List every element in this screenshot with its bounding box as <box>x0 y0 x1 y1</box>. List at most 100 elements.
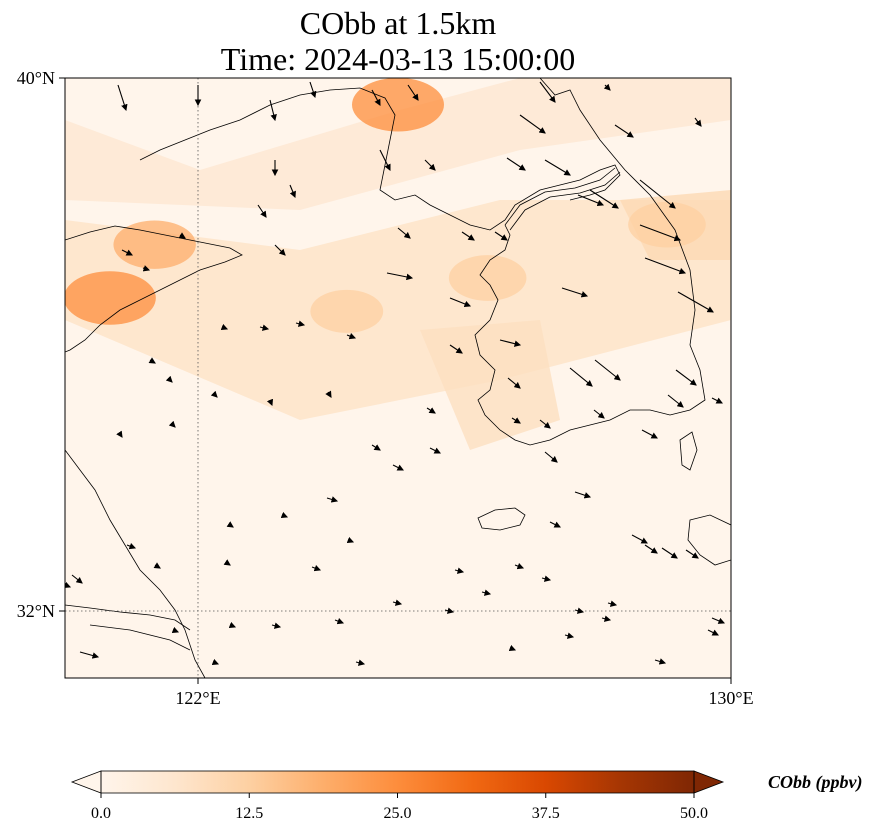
coastlines <box>65 78 731 678</box>
plume-band <box>65 200 731 420</box>
wind-arrow <box>711 397 723 404</box>
plume-band-north <box>65 78 731 210</box>
colorbar-extend-min <box>70 770 102 794</box>
wind-arrow <box>371 89 381 106</box>
wind-arrow <box>631 534 648 544</box>
wind-arrow <box>549 521 561 528</box>
wind-arrow <box>508 644 517 652</box>
wind-arrow <box>220 323 229 331</box>
colorbar-tick-label: 37.5 <box>532 805 560 822</box>
wind-arrow <box>561 287 589 298</box>
wind-arrow <box>707 629 719 636</box>
wind-arrow <box>677 291 714 313</box>
wind-arrow <box>589 189 619 209</box>
wind-arrow <box>326 496 339 503</box>
wind-arrow <box>639 179 676 209</box>
wind-arrow <box>519 114 546 134</box>
wind-arrow <box>311 564 322 572</box>
hotspot-1 <box>65 271 156 325</box>
wind-arrow <box>639 224 682 242</box>
xtick-label-122E: 122°E <box>175 688 220 708</box>
wind-arrow <box>494 231 508 241</box>
wind-arrow <box>601 615 612 622</box>
wind-arrow <box>116 430 123 438</box>
wind-arrow <box>644 544 658 554</box>
coast-korea <box>474 78 706 446</box>
coast-japan <box>687 514 731 566</box>
wind-arrow <box>661 547 678 559</box>
wind-arrow <box>386 272 414 281</box>
wind-arrow <box>346 536 355 544</box>
wind-arrow <box>168 420 176 428</box>
wind-arrow <box>507 377 521 389</box>
colorbar-body <box>101 771 694 793</box>
hotspot-4 <box>448 255 527 301</box>
wind-vectors <box>65 81 726 666</box>
wind-arrow <box>142 265 151 272</box>
wind-arrow <box>607 600 618 607</box>
wind-arrow <box>392 464 404 471</box>
coast-china-east <box>65 449 206 678</box>
wind-arrow <box>711 617 726 624</box>
wind-arrow <box>577 194 605 207</box>
wind-arrow <box>269 99 277 122</box>
wind-arrow <box>228 621 237 629</box>
wind-arrow <box>257 204 267 218</box>
wind-arrow <box>675 369 697 386</box>
wind-arrow <box>641 429 658 439</box>
wind-arrow <box>371 444 381 451</box>
wind-arrow <box>178 232 186 239</box>
wind-arrow <box>593 409 605 419</box>
wind-arrow <box>226 521 234 528</box>
colorbar-tick-label: 25.0 <box>384 805 412 822</box>
wind-arrow <box>271 622 282 629</box>
wind-arrow <box>574 491 592 499</box>
coast-jeju <box>477 507 526 531</box>
wind-arrow <box>392 599 403 606</box>
wind-arrow <box>481 589 492 596</box>
wind-arrow <box>309 81 317 99</box>
wind-arrow <box>444 607 455 614</box>
wind-arrow <box>506 157 526 171</box>
wind-arrow <box>79 651 100 659</box>
wind-arrow <box>126 542 137 550</box>
wind-arrow <box>603 83 611 91</box>
wind-arrow <box>667 394 684 408</box>
map-frame <box>64 77 732 679</box>
colorbar-tick-label: 50.0 <box>680 805 708 822</box>
wind-arrow <box>223 559 231 566</box>
wind-arrow <box>346 332 357 340</box>
wind-arrow <box>397 227 411 239</box>
wind-arrow <box>71 574 83 584</box>
wind-arrow <box>569 367 593 387</box>
wind-arrow <box>274 244 286 256</box>
border-line-2 <box>509 171 621 231</box>
wind-arrow <box>449 297 472 308</box>
coast-shandong <box>65 225 243 353</box>
wind-arrow <box>379 149 391 171</box>
map-panel: 40°N 32°N 122°E 130°E <box>17 68 754 708</box>
wind-arrow <box>325 390 332 398</box>
wind-arrow <box>424 159 436 171</box>
wind-arrow <box>499 339 522 347</box>
wind-arrow <box>334 617 345 625</box>
coast-yangtze-south <box>89 624 191 651</box>
wind-arrow <box>461 231 475 241</box>
colorbar-title: CObb (ppbv) <box>768 772 862 793</box>
wind-arrow <box>449 344 463 354</box>
colorbar-extend-max <box>693 770 725 794</box>
hotspot-2 <box>113 220 196 269</box>
wind-arrow <box>594 359 621 381</box>
wind-arrow <box>654 658 667 665</box>
wind-arrow <box>148 357 156 364</box>
wind-arrow <box>117 84 128 112</box>
wind-arrow <box>539 419 551 429</box>
wind-arrow <box>539 81 556 103</box>
wind-arrow <box>564 632 575 639</box>
title-line-1: CObb at 1.5km <box>300 5 497 41</box>
hotspot-0 <box>352 78 444 132</box>
colorbar-tick-label: 12.5 <box>235 805 263 822</box>
ytick-label-40N: 40°N <box>17 68 55 88</box>
xtick-label-130E: 130°E <box>708 688 753 708</box>
